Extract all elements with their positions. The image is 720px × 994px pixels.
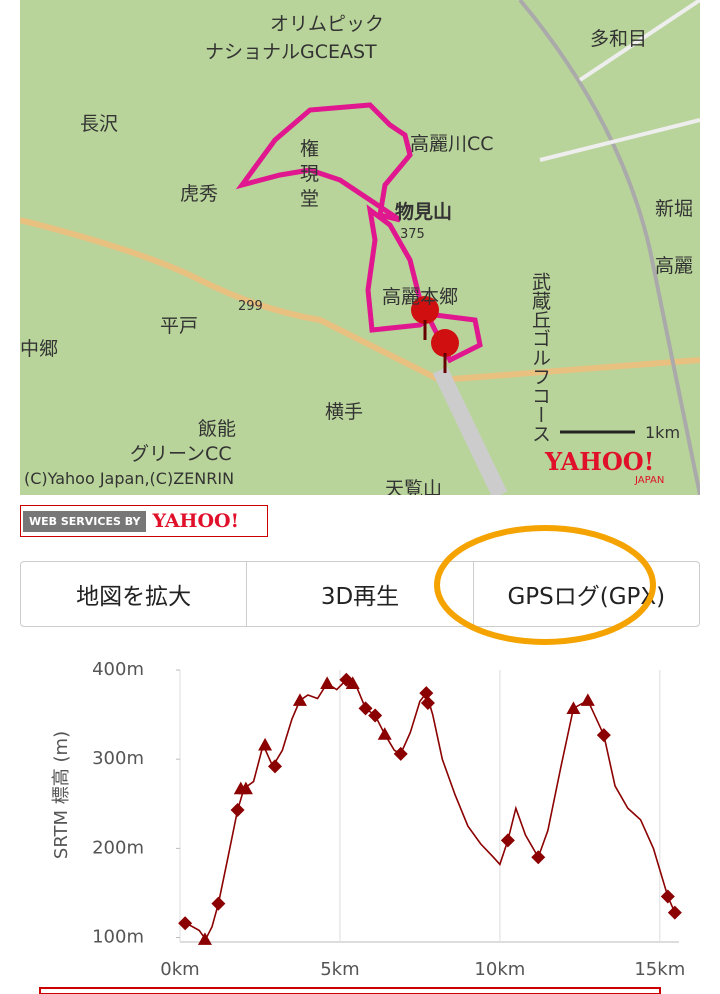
button-bar: 地図を拡大 3D再生 GPSログ(GPX) [20,561,700,627]
logo-sub: JAPAN [634,475,664,486]
waypoint-marker [230,803,245,818]
map-label: ナショナルGCEAST [205,41,377,63]
map-label: 多和目 [590,28,647,50]
y-tick-label: 100m [92,927,144,948]
waypoint-marker [345,676,360,689]
waypoint-marker [377,727,392,740]
map-label: 長沢 [80,113,118,135]
map-label: 中郷 [20,338,58,360]
road [20,217,700,384]
x-tick-label: 5km [320,959,359,980]
waypoint-marker [566,701,581,714]
waypoint-marker [368,708,383,723]
map-label: 虎秀 [180,183,218,205]
button[interactable]: GPSログ(GPX) [507,584,666,610]
x-tick-label: 0km [160,959,199,980]
map-label: グリーンCC [130,443,232,465]
railway [518,0,700,495]
bottom-bar [39,987,661,994]
map-label: 飯能 [198,418,236,440]
badge-brand: YAHOO! [152,510,239,532]
logo: YAHOO! [544,447,654,476]
waypoint-marker [197,932,212,945]
waypoint-marker [667,905,682,920]
waypoint-marker [419,686,434,701]
map-label: 高麗本郷 [382,286,458,308]
elevation-line [186,678,676,941]
copyright: (C)Yahoo Japan,(C)ZENRIN [24,469,234,488]
map-label: 新堀 [655,198,693,220]
railway [432,366,508,495]
elevation-chart: SRTM 標高 (m) 0km 5km 10km 15km 100m 200m 300m 40… [39,659,685,994]
y-tick-label: 200m [92,837,144,858]
waypoint-marker [358,701,373,716]
waypoint-marker [258,737,273,751]
y-axis-label: SRTM 標高 (m) [51,731,72,859]
map-bg [20,0,700,495]
map-label: 高麗川CC [410,133,494,155]
map-label: 権 [300,138,319,160]
waypoint-marker [580,693,595,706]
waypoint-marker [211,896,226,911]
button[interactable]: 地図を拡大 [21,562,248,626]
pins [411,296,459,373]
badge-prefix: WEB SERVICES BY [23,510,147,532]
button[interactable]: 3D再生 [247,562,474,626]
map-label: オリムピック [270,13,384,35]
waypoint-marker [268,759,283,774]
map-label: 375 [400,227,425,242]
waypoint-marker [238,781,253,795]
y-tick-label: 400m [92,659,144,680]
waypoint-marker [660,889,675,904]
map-label: 堂 [300,188,319,210]
route [235,102,483,364]
waypoint-marker [292,693,307,706]
map-label: 299 [238,299,263,314]
map-label: 物見山 [395,200,452,223]
x-tick-label: 15km [634,959,685,980]
waypoint-marker [393,746,408,761]
road [539,0,700,162]
map-label: 高麗 [655,255,693,277]
badge[interactable]: WEB SERVICES BY YAHOO! [20,505,268,537]
map-label: 武蔵丘ゴルフコース [529,272,551,443]
waypoint-marker [178,916,193,931]
map-label: 現 [300,163,319,185]
scale-label: 1km [645,423,680,442]
x-tick-label: 10km [474,959,525,980]
map-label: 天覧山 [385,478,442,495]
waypoint-marker [420,695,435,710]
waypoint-marker [500,833,515,848]
waypoint-marker [531,850,546,865]
waypoint-marker [320,676,335,689]
map-label: 横手 [325,401,363,423]
waypoint-marker [596,728,611,743]
map: オリムピック ナショナルGCEAST 多和目 長沢 高麗川CC 権 現 堂 虎秀… [20,0,700,495]
map-label: 平戸 [160,315,198,337]
y-tick-label: 300m [92,748,144,769]
